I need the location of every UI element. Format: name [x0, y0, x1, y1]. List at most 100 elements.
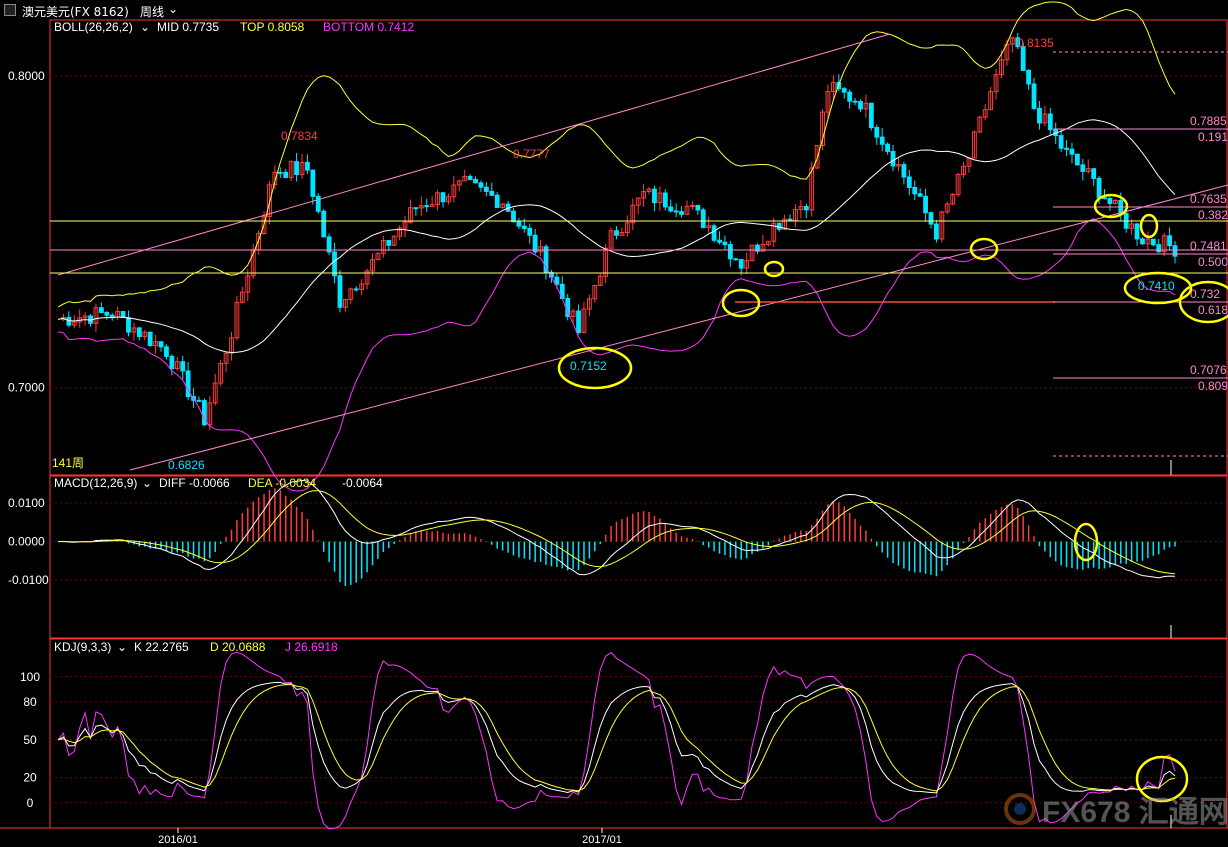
- fib-ratio-0-500: 0.500: [1198, 255, 1228, 269]
- boll-top-label: TOP 0.8058: [240, 20, 305, 34]
- candle-body: [749, 244, 755, 262]
- candle: [934, 219, 939, 243]
- boll-legend: BOLL(26,26,2) ⌄ MID 0.7735 TOP 0.8058 BO…: [54, 20, 414, 34]
- kdj-legend-name[interactable]: KDJ(9,3,3): [54, 640, 111, 654]
- candle: [1080, 158, 1086, 181]
- candle-body: [109, 314, 115, 318]
- candle: [142, 330, 148, 341]
- low-label-0-7152: 0.7152: [570, 359, 607, 373]
- candle-body: [662, 192, 668, 208]
- candle-body: [435, 192, 440, 206]
- candle: [532, 228, 538, 256]
- candle: [1150, 238, 1156, 247]
- candle: [619, 227, 625, 236]
- candle: [136, 326, 142, 341]
- candle-body: [809, 167, 815, 211]
- candle-body: [950, 194, 956, 205]
- candle: [1091, 168, 1097, 186]
- candle: [592, 284, 598, 303]
- candle: [424, 198, 430, 212]
- chevron-down-icon[interactable]: ⌄: [168, 2, 179, 16]
- candle-body: [478, 182, 484, 188]
- candle: [473, 176, 478, 184]
- candle-body: [912, 186, 918, 195]
- candle-body: [1058, 135, 1064, 149]
- candle: [359, 279, 365, 295]
- candle: [451, 176, 457, 203]
- candle-body: [673, 210, 679, 213]
- high-label-0-8135: 0.8135: [1017, 36, 1054, 50]
- candle: [239, 286, 245, 304]
- candle-body: [1031, 83, 1037, 109]
- candle: [294, 152, 299, 182]
- candle: [299, 153, 305, 179]
- candle-body: [999, 59, 1004, 76]
- candle: [169, 354, 175, 376]
- candle-body: [1129, 223, 1135, 229]
- candle-body: [158, 341, 164, 348]
- candle: [700, 207, 706, 229]
- high-label-0-7777: 0.7777: [513, 147, 550, 161]
- candle-body: [820, 111, 825, 147]
- candle: [608, 227, 614, 249]
- fib-price-0-7635: 0.7635: [1190, 192, 1227, 206]
- candle-body: [1080, 164, 1086, 172]
- candle: [538, 239, 543, 257]
- candle-body: [342, 298, 348, 308]
- candle-body: [467, 175, 473, 180]
- period-selector[interactable]: 周线: [140, 5, 165, 19]
- grid-lines: [50, 75, 1228, 804]
- candle-body: [386, 240, 392, 246]
- boll-legend-name[interactable]: BOLL(26,26,2): [54, 20, 133, 34]
- macd-tick-label-1: 0.0000: [8, 535, 45, 549]
- candle: [657, 186, 663, 211]
- macd-panel: [57, 479, 1176, 638]
- candle-body: [353, 288, 359, 291]
- candle: [885, 142, 891, 155]
- price-panel: [50, 1, 1228, 492]
- candle: [662, 189, 668, 211]
- candle-body: [874, 127, 880, 138]
- candle-body: [771, 222, 777, 242]
- candle: [153, 334, 158, 354]
- candle-body: [858, 101, 863, 110]
- candle: [1069, 142, 1075, 164]
- candle: [109, 312, 115, 321]
- candle: [738, 259, 744, 276]
- macd-legend-name[interactable]: MACD(12,26,9): [54, 476, 137, 490]
- kdj-tick-label-1: 80: [23, 695, 37, 709]
- candle-body: [841, 88, 847, 93]
- svg-text:⌄: ⌄: [142, 476, 152, 490]
- candle: [711, 223, 717, 243]
- candle-body: [608, 230, 614, 249]
- candle: [1102, 189, 1107, 200]
- candle: [874, 124, 880, 145]
- candle: [782, 214, 787, 231]
- candle-body: [527, 227, 533, 236]
- candle: [695, 204, 701, 215]
- candle-body: [473, 178, 478, 184]
- candle-body: [1037, 107, 1042, 124]
- candle-body: [1096, 177, 1102, 199]
- candle-body: [630, 204, 636, 224]
- candle: [793, 204, 798, 228]
- candle: [196, 396, 202, 402]
- candle: [202, 398, 207, 426]
- circle-low-0-7410: [1123, 271, 1193, 305]
- candle-body: [1015, 37, 1021, 48]
- candle: [955, 172, 961, 198]
- candle-body: [71, 321, 77, 326]
- candle-body: [153, 341, 158, 347]
- candle-body: [765, 240, 771, 245]
- candle: [429, 196, 435, 208]
- candle-body: [695, 204, 701, 211]
- candle-body: [98, 307, 104, 314]
- candle-body: [299, 161, 305, 175]
- candle: [467, 174, 473, 181]
- candle: [971, 130, 977, 159]
- candle-body: [451, 184, 457, 198]
- candle-body: [657, 192, 663, 204]
- candle: [798, 200, 804, 219]
- candle: [277, 167, 283, 179]
